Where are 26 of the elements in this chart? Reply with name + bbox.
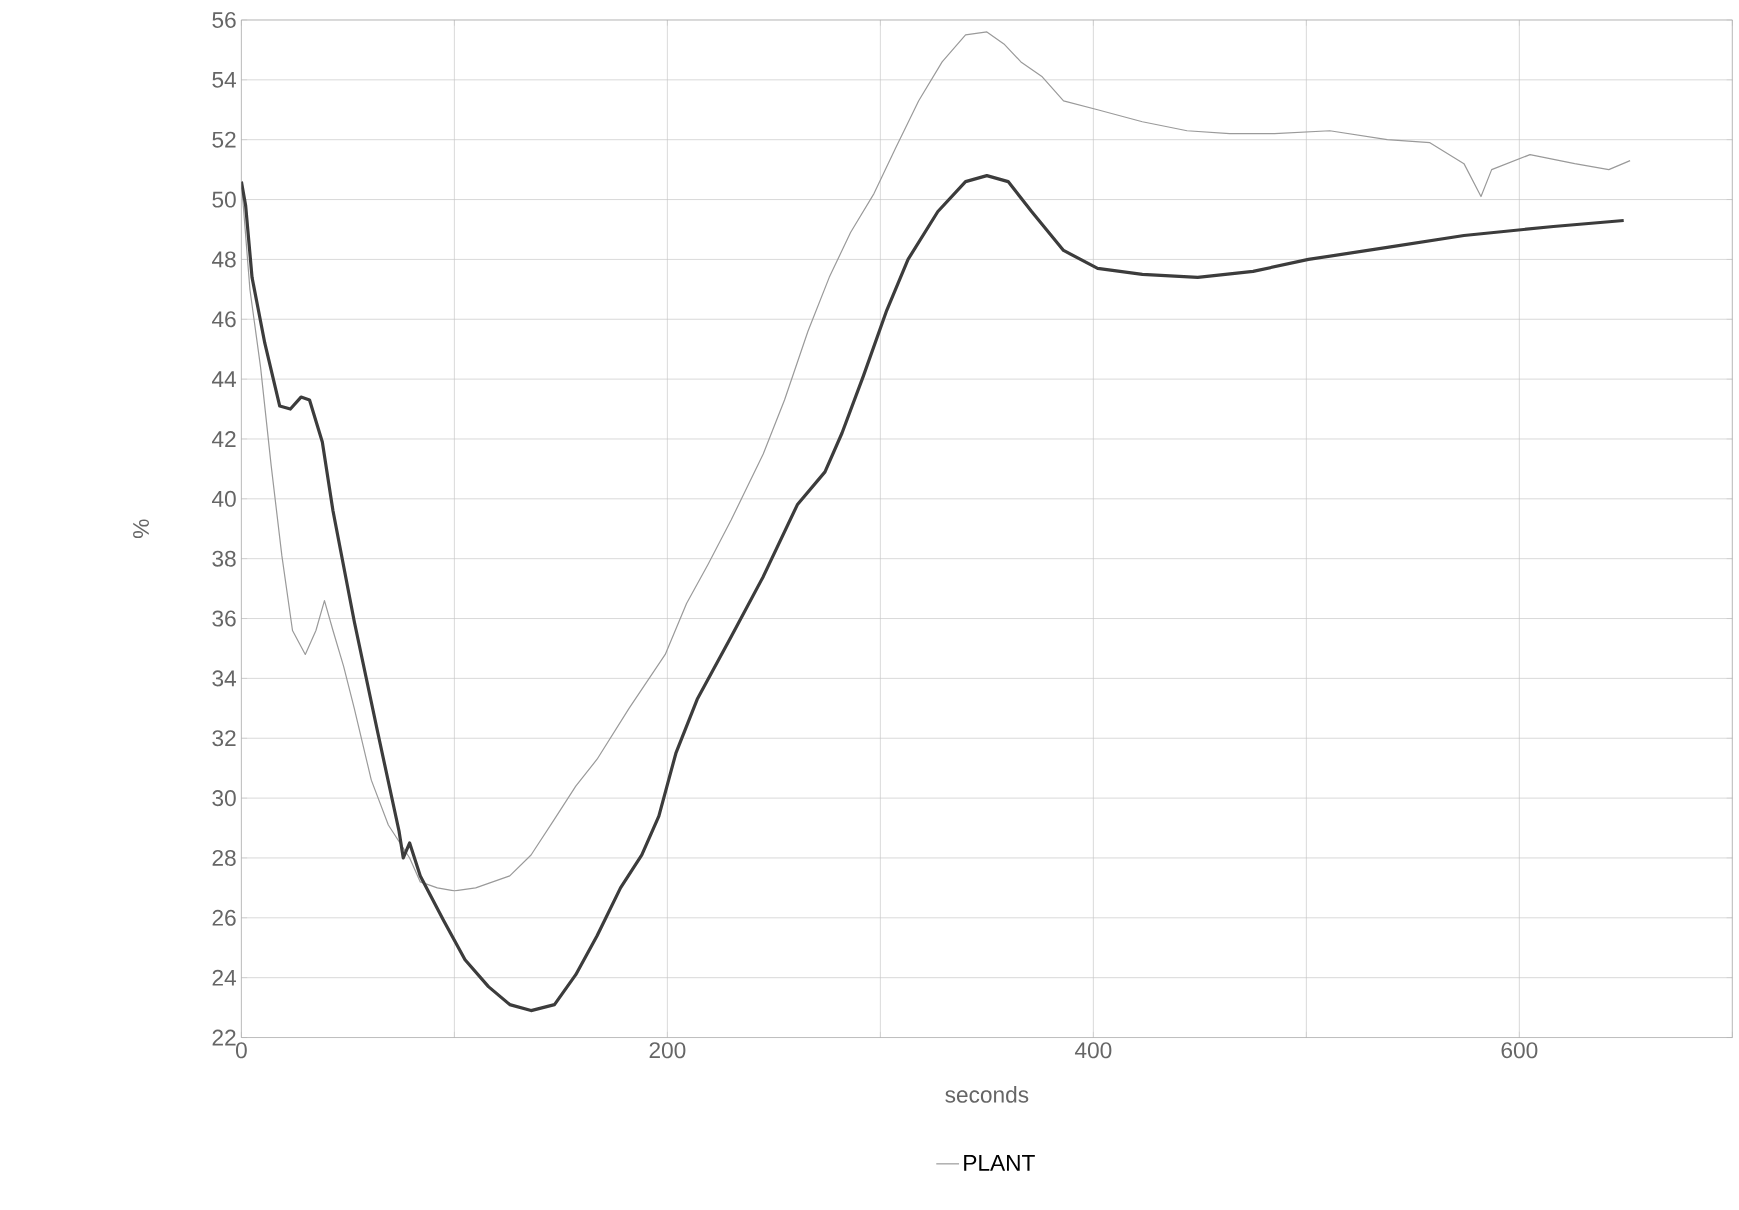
y-tick-label: 32 [212,730,236,747]
y-tick-label: 56 [212,12,236,29]
y-axis-title: % [133,519,149,539]
y-tick-label: 50 [212,191,236,208]
x-axis-title: seconds [945,1086,1029,1103]
line-series [241,174,1626,1013]
x-tick-label: 0 [235,1042,247,1059]
y-tick-label: 34 [212,670,237,687]
y-tick-label: 54 [212,72,237,88]
y-tick-label: 44 [211,371,237,388]
y-tick-label: 52 [212,131,236,148]
y-tick-label: 38 [212,550,236,567]
legend-label: PLANT [964,1155,1035,1171]
y-tick-label: 42 [211,431,236,448]
y-tick-label: 48 [211,251,236,268]
y-tick-label: 30 [212,790,236,807]
y-tick-label: 28 [212,850,236,867]
x-tick-label: 600 [1501,1042,1538,1059]
y-tick-label: 36 [212,610,236,627]
y-tick-label: 24 [212,969,237,986]
y-tick-label: 46 [211,311,236,328]
y-tick-label: 40 [211,491,236,508]
y-tick-label: 22 [212,1029,236,1046]
x-tick-label: 200 [649,1042,686,1059]
y-tick-label: 26 [212,910,236,927]
x-tick-label: 400 [1074,1042,1112,1059]
